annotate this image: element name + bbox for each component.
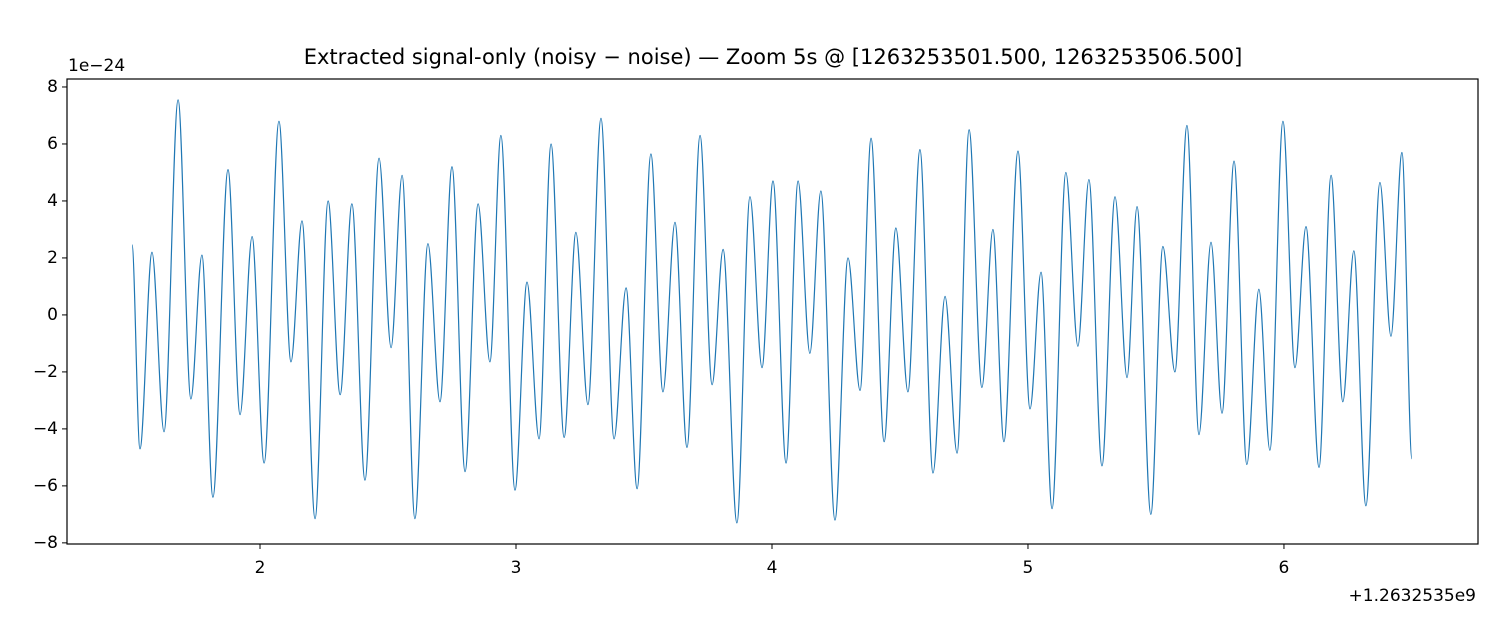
y-multiplier: 1e−24 xyxy=(68,56,125,76)
y-tick-label: −4 xyxy=(33,419,58,439)
y-tick-label: 4 xyxy=(47,191,58,211)
plot-frame xyxy=(66,78,1479,545)
y-tick-label: 8 xyxy=(47,77,58,97)
y-tick-label: 6 xyxy=(47,134,58,154)
x-tick-label: 3 xyxy=(511,558,522,578)
x-tick-label: 4 xyxy=(767,558,778,578)
x-tick-label: 2 xyxy=(255,558,266,578)
y-tick-label: −2 xyxy=(33,362,58,382)
y-tick-label: 0 xyxy=(47,305,58,325)
y-tick-label: −8 xyxy=(33,533,58,553)
x-offset: +1.2632535e9 xyxy=(1349,586,1476,606)
signal-line xyxy=(131,99,1413,524)
y-tick-label: 2 xyxy=(47,248,58,268)
chart-title: Extracted signal-only (noisy − noise) — … xyxy=(304,45,1243,69)
y-tick-label: −6 xyxy=(33,476,58,496)
x-tick-label: 5 xyxy=(1023,558,1034,578)
x-tick-label: 6 xyxy=(1279,558,1290,578)
